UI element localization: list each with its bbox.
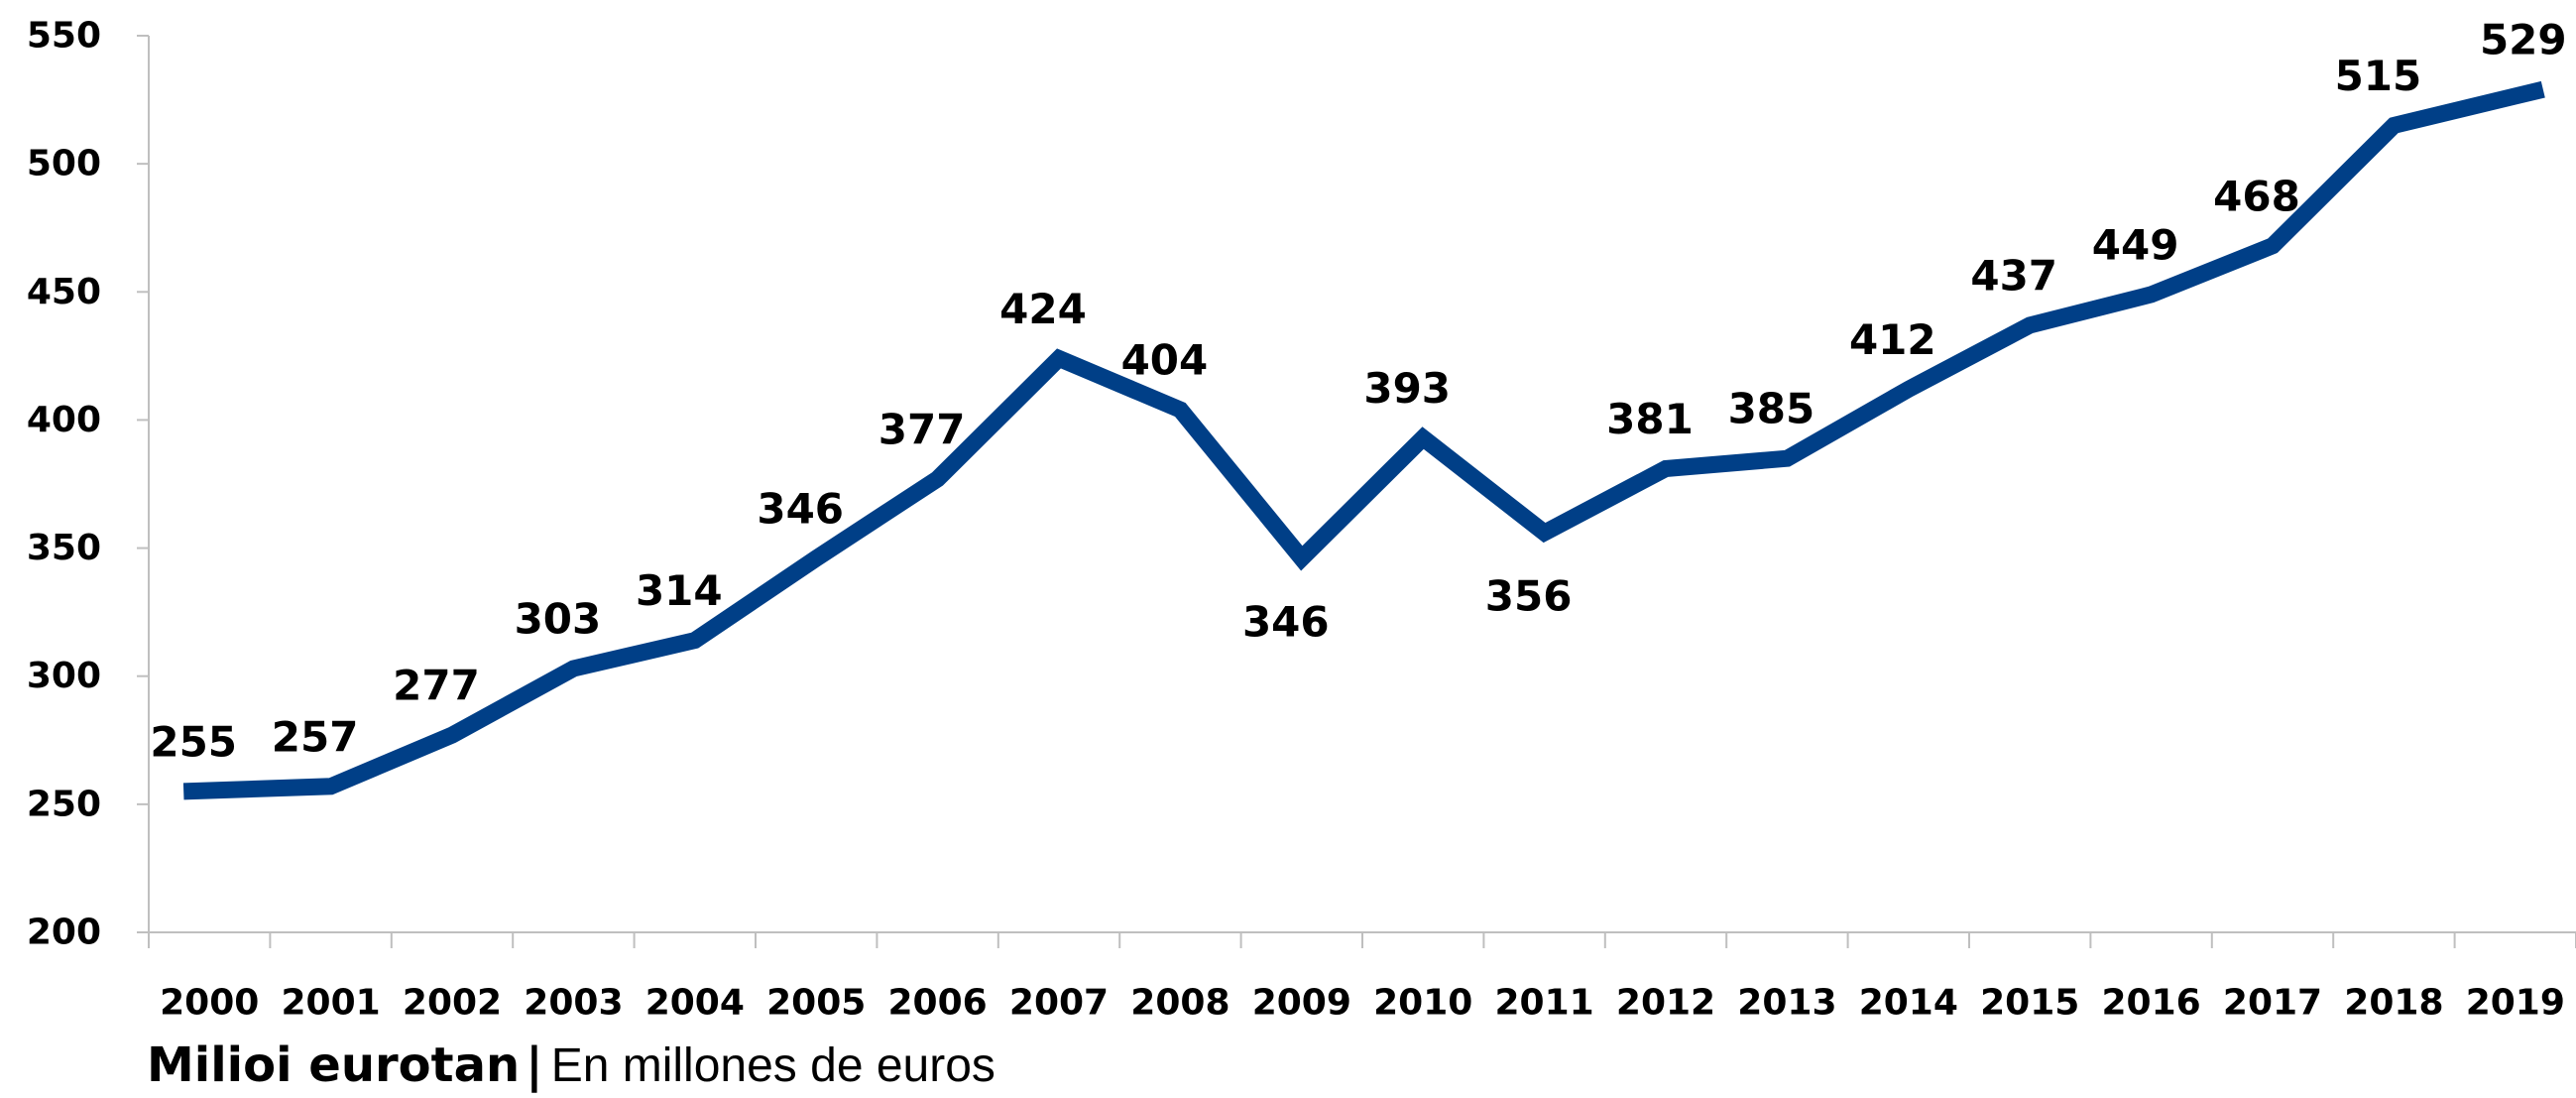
data-label: 385	[1728, 385, 1815, 433]
caption-regular-text: En millones de euros	[550, 1039, 995, 1092]
data-label: 303	[515, 594, 602, 643]
data-label: 468	[2213, 172, 2300, 220]
x-tick-label: 2018	[2344, 983, 2443, 1024]
data-label: 393	[1363, 364, 1451, 413]
data-label: 255	[150, 717, 237, 766]
x-tick-label: 2008	[1130, 983, 1229, 1024]
data-label: 277	[393, 662, 480, 710]
data-label: 381	[1606, 395, 1694, 443]
x-tick-label: 2015	[1980, 983, 2079, 1024]
x-tick-label: 2009	[1252, 983, 1351, 1024]
x-tick-label: 2017	[2223, 983, 2322, 1024]
data-label: 257	[272, 712, 359, 761]
data-label: 424	[999, 285, 1087, 333]
caption-separator: |	[526, 1037, 543, 1093]
x-tick-label: 2005	[766, 983, 866, 1024]
x-tick-label: 2004	[645, 983, 745, 1024]
x-tick-label: 2000	[160, 983, 259, 1024]
x-tick-label: 2014	[1859, 983, 1958, 1024]
chart-caption: Milioi eurotan | En millones de euros	[147, 1041, 995, 1090]
y-tick-label: 300	[27, 656, 101, 696]
y-tick-label: 500	[27, 144, 101, 184]
data-label: 449	[2092, 220, 2179, 269]
caption-bold-text: Milioi eurotan	[147, 1037, 521, 1093]
data-label: 346	[1242, 597, 1330, 646]
x-tick-label: 2002	[403, 983, 502, 1024]
data-label: 377	[878, 405, 966, 453]
x-tick-label: 2010	[1373, 983, 1472, 1024]
series-line	[182, 80, 2545, 800]
x-tick-label: 2013	[1737, 983, 1836, 1024]
y-tick-label: 250	[27, 784, 101, 824]
x-tick-label: 2006	[887, 983, 987, 1024]
x-tick-label: 2019	[2466, 983, 2565, 1024]
y-tick-label: 200	[27, 913, 101, 953]
data-label: 412	[1849, 315, 1936, 364]
x-tick-label: 2012	[1616, 983, 1715, 1024]
y-tick-label: 450	[27, 272, 101, 312]
x-tick-label: 2016	[2101, 983, 2200, 1024]
data-label: 356	[1485, 572, 1573, 621]
data-label: 515	[2335, 52, 2422, 100]
y-tick-label: 550	[27, 16, 101, 57]
x-tick-label: 2003	[524, 983, 623, 1024]
data-label: 346	[757, 484, 844, 533]
data-label: 437	[1970, 251, 2057, 300]
y-tick-label: 400	[27, 400, 101, 440]
data-label: 404	[1121, 336, 1209, 385]
data-label: 529	[2480, 16, 2567, 64]
y-tick-label: 350	[27, 528, 101, 568]
data-label: 314	[636, 566, 723, 615]
x-tick-label: 2001	[281, 983, 380, 1024]
x-tick-label: 2007	[1009, 983, 1109, 1024]
x-tick-label: 2011	[1494, 983, 1593, 1024]
